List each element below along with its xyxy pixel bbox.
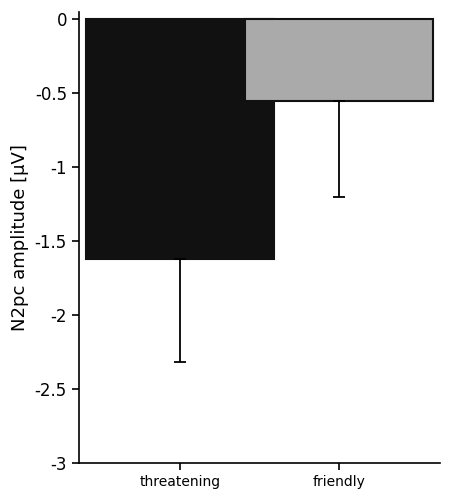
Y-axis label: N2pc amplitude [μV]: N2pc amplitude [μV] xyxy=(11,144,29,331)
Bar xyxy=(245,19,433,100)
Bar xyxy=(86,19,274,259)
